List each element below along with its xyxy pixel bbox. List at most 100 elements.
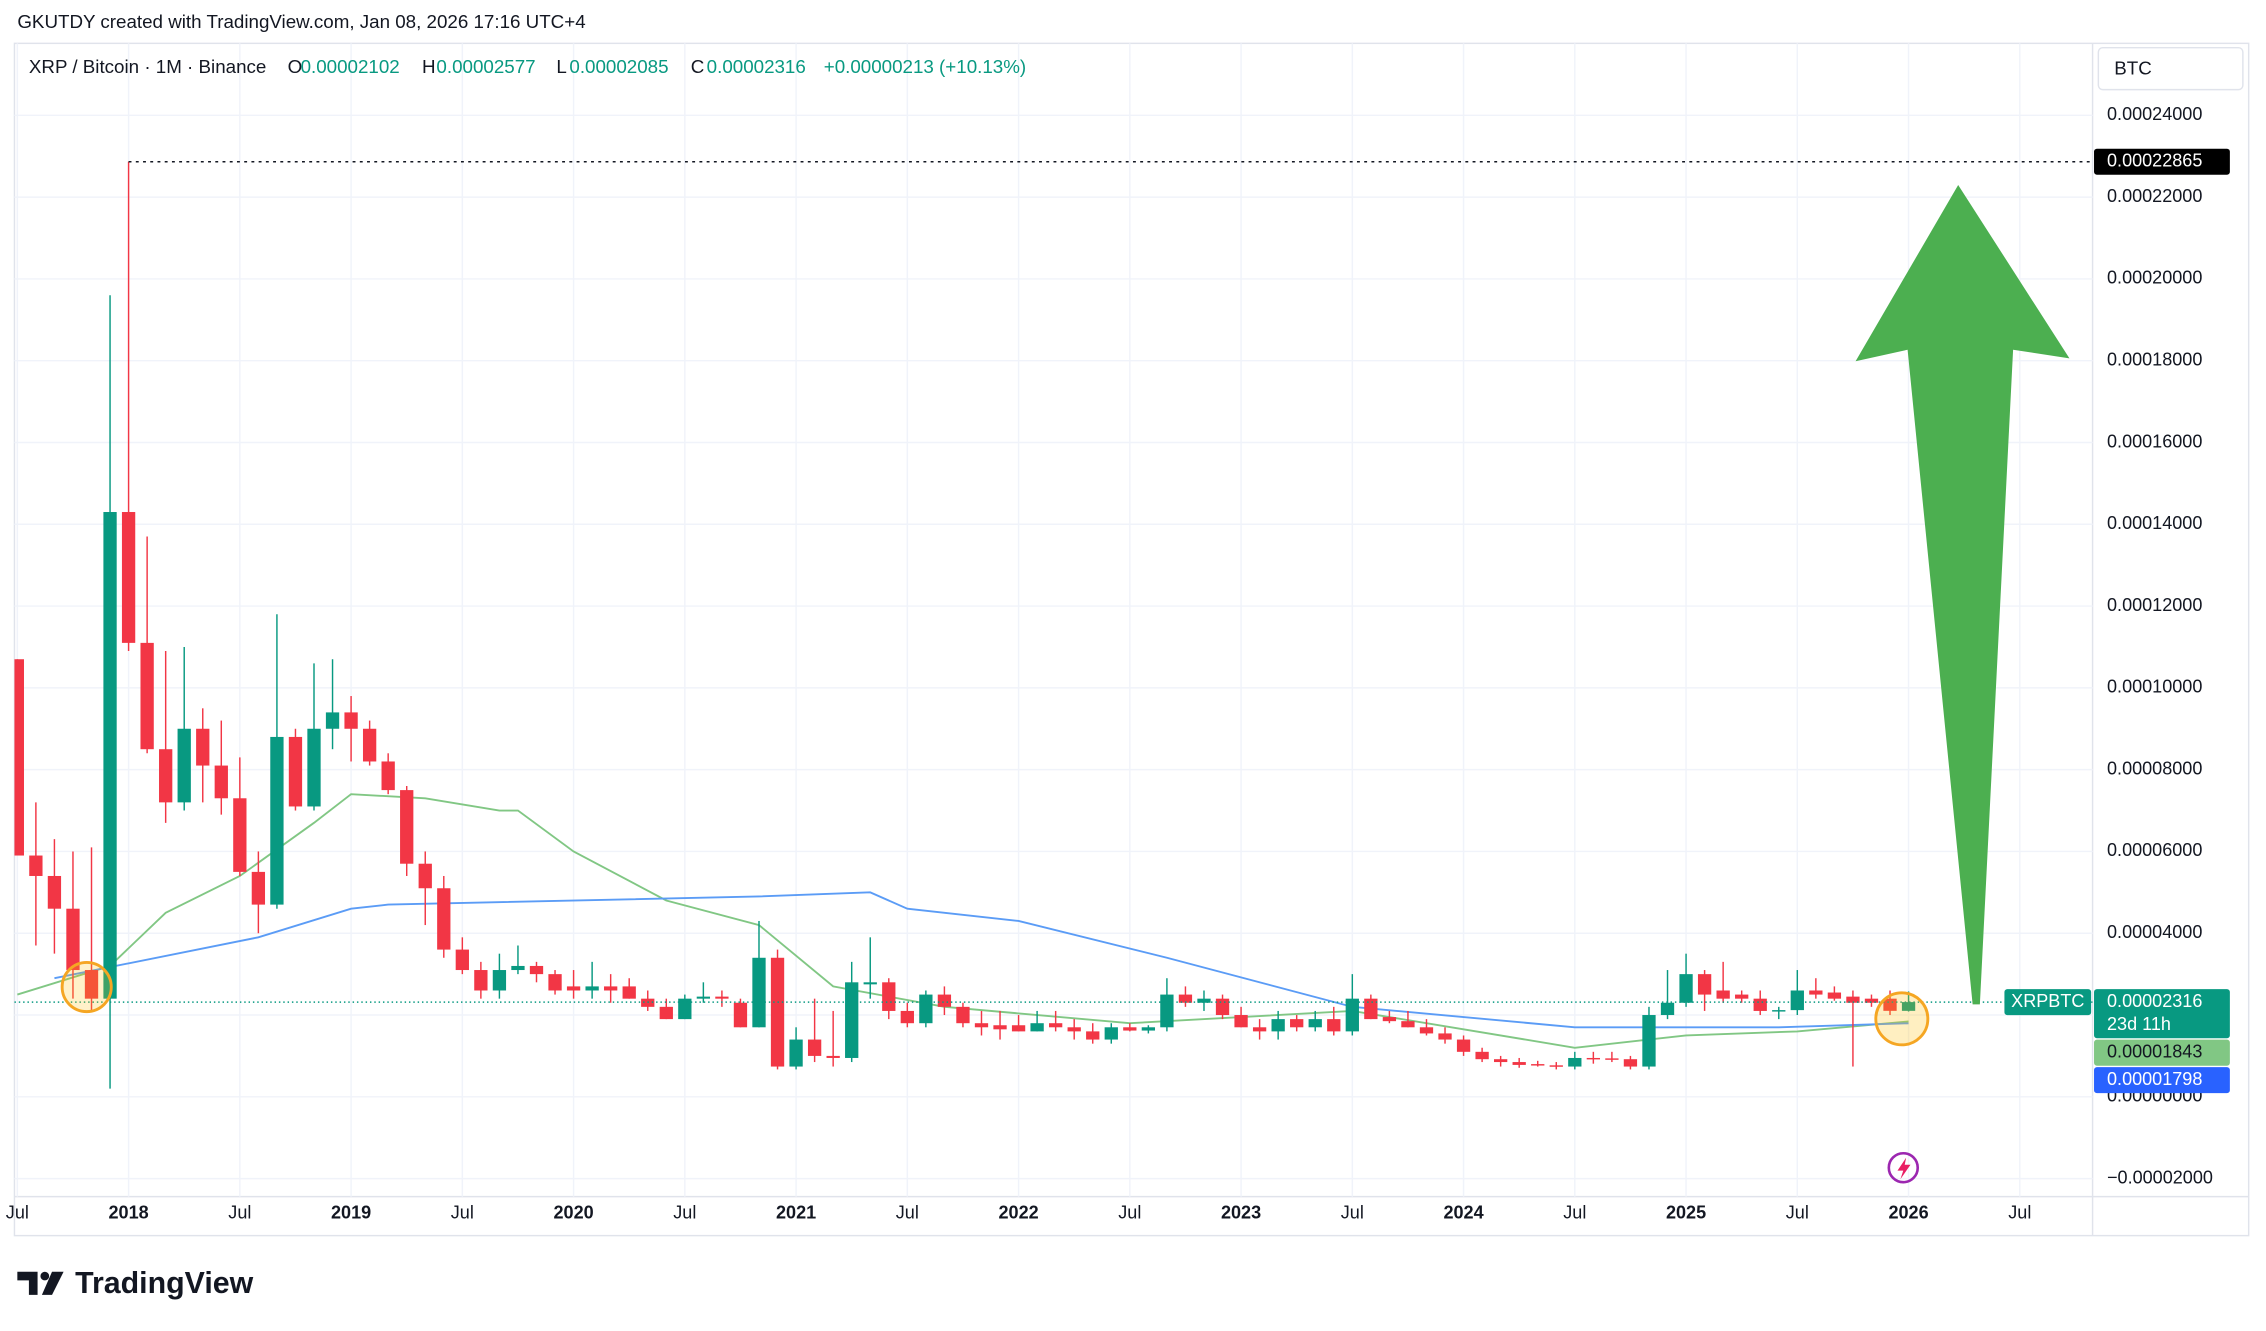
candle-body <box>622 986 636 999</box>
ma-tag <box>2094 1067 2230 1094</box>
candle-body <box>84 970 99 999</box>
candle-body <box>845 982 859 1058</box>
candle-body <box>1327 1019 1341 1032</box>
candle-body <box>1364 998 1378 1020</box>
candle-body <box>1438 1033 1452 1040</box>
candle-body <box>882 982 896 1011</box>
x-tick-label: Jul <box>673 1203 696 1223</box>
moving-average <box>54 891 1909 1029</box>
logo-mark <box>17 1271 38 1295</box>
x-tick-label: 2022 <box>998 1203 1038 1223</box>
candle-body <box>1772 1010 1786 1012</box>
y-tick-label: 0.00018000 <box>2107 349 2202 369</box>
candle-body <box>1290 1019 1304 1028</box>
candle-body <box>1030 1023 1044 1032</box>
candle-body <box>604 986 618 991</box>
y-tick-label: −0.00002000 <box>2107 1167 2213 1187</box>
candle-body <box>789 1039 803 1067</box>
candle-body <box>307 728 321 807</box>
candle-body <box>1401 1021 1415 1028</box>
attribution: GKUTDY created with TradingView.com, Jan… <box>17 11 585 32</box>
ohlc-value: 0.00002577 <box>436 56 535 77</box>
candle-body <box>140 642 154 750</box>
brand-name: TradingView <box>75 1267 253 1300</box>
candle-body <box>659 1006 673 1020</box>
x-tick-label: 2025 <box>1666 1203 1706 1223</box>
candle-body <box>1846 996 1860 1003</box>
candle-body <box>1735 994 1749 999</box>
candle-body <box>381 761 395 791</box>
x-tick-label: Jul <box>1563 1203 1586 1223</box>
candle-body <box>1827 992 1842 999</box>
symbol-tag-label: XRPBTC <box>2011 991 2084 1011</box>
candle-body <box>956 1006 970 1024</box>
x-tick-label: Jul <box>451 1203 474 1223</box>
candle-body <box>214 765 228 799</box>
brand: TradingView <box>17 1267 254 1300</box>
x-tick-label: Jul <box>1118 1203 1141 1223</box>
candle-body <box>770 957 785 1067</box>
ohlc-letter: L <box>556 56 566 77</box>
candle-body <box>900 1010 914 1024</box>
countdown: 23d 11h <box>2107 1014 2171 1034</box>
symbol-tag <box>2004 989 2092 1016</box>
candle-body <box>1067 1027 1081 1032</box>
candle-body <box>585 986 599 991</box>
x-tick-label: Jul <box>1786 1203 1809 1223</box>
icon-ring <box>1887 1151 1920 1184</box>
x-tick-label: Jul <box>1341 1203 1364 1223</box>
candle-body <box>400 790 414 864</box>
candle-body <box>270 736 284 905</box>
ma-tag-label: 0.00001798 <box>2107 1069 2202 1089</box>
y-tick-label: 0.00006000 <box>2107 840 2202 860</box>
ohlc-letter: H <box>422 56 436 77</box>
x-tick-label: Jul <box>6 1203 29 1223</box>
x-tick-label: 2023 <box>1221 1203 1261 1223</box>
candle-body <box>1531 1064 1545 1066</box>
candle-body <box>826 1055 840 1058</box>
candle-body <box>993 1025 1007 1030</box>
candle-body <box>919 994 933 1024</box>
candle-body <box>1215 998 1230 1016</box>
candle-body <box>1660 1002 1675 1016</box>
candle-body <box>1493 1059 1508 1063</box>
candle-body <box>233 798 247 872</box>
price-tag-label: 0.00002316 <box>2107 991 2202 1011</box>
candle-body <box>696 996 711 999</box>
candle-body <box>474 970 488 991</box>
candle-body <box>678 998 692 1020</box>
candle-body <box>1901 1002 1916 1011</box>
candle-body <box>1605 1058 1619 1060</box>
candle-body <box>1308 1019 1322 1028</box>
candle-body <box>1679 974 1693 1003</box>
x-tick-label: 2020 <box>554 1203 594 1223</box>
candle-body <box>1623 1059 1638 1067</box>
x-tick-label: 2024 <box>1443 1203 1483 1223</box>
y-tick-label: 0.00014000 <box>2107 513 2202 533</box>
candle-body <box>325 712 340 729</box>
price-tag <box>2094 989 2230 1039</box>
candle-body <box>1252 1027 1267 1032</box>
currency-button[interactable]: BTC <box>2097 46 2244 91</box>
pane-border <box>13 42 2250 1237</box>
lightning-icon[interactable] <box>1887 1151 1920 1184</box>
candle-body <box>1419 1027 1434 1034</box>
candle-body <box>1586 1057 1601 1060</box>
candle-body <box>1345 998 1359 1032</box>
candle-body <box>14 659 24 856</box>
candle-body <box>1086 1031 1100 1040</box>
x-tick-label: Jul <box>228 1203 251 1223</box>
highlight-circle <box>1874 991 1930 1047</box>
currency-box <box>2097 46 2244 91</box>
logo-mark <box>41 1271 64 1295</box>
ohlc-value: 0.00002085 <box>569 56 668 77</box>
x-tick-label: Jul <box>896 1203 919 1223</box>
candle-body <box>1568 1057 1582 1067</box>
labels: −0.000020000.000000000.000020000.0000400… <box>6 104 2230 1223</box>
candle-body <box>752 957 766 1028</box>
candle-body <box>733 1002 748 1028</box>
candle-body <box>288 736 303 807</box>
ohlc-letter: O <box>288 56 303 77</box>
y-tick-label: 0.00022000 <box>2107 186 2202 206</box>
